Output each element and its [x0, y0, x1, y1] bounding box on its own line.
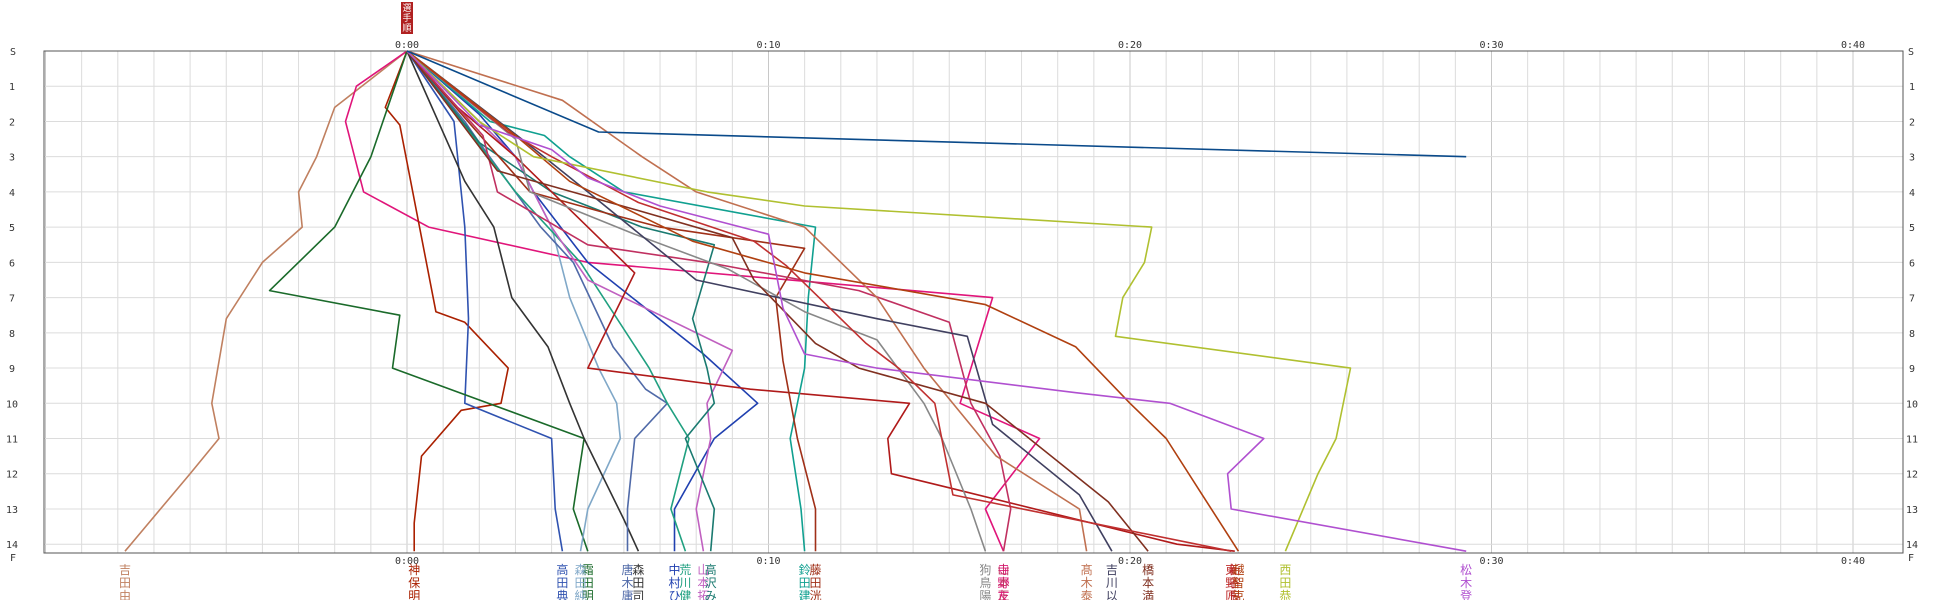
series-line	[384, 50, 510, 552]
y-tick-label-left: 7	[9, 294, 15, 305]
x-tick-label-bottom: 0:00	[395, 556, 419, 567]
x-tick-label-top: 0:40	[1841, 40, 1865, 51]
y-tick-label-right: 10	[1906, 399, 1918, 410]
series-line	[406, 50, 690, 552]
series-line	[268, 50, 589, 552]
y-tick-label-right: 4	[1909, 188, 1915, 199]
series-name-label: 狗鳥陽	[979, 563, 991, 600]
series-line	[406, 50, 1113, 552]
series-line	[406, 50, 817, 552]
series-line	[406, 50, 640, 552]
x-tick-label-top: 0:10	[756, 40, 780, 51]
y-tick-label-left: 13	[6, 505, 18, 516]
x-tick-label-bottom: 0:20	[1118, 556, 1142, 567]
y-tick-label-left: 6	[9, 258, 15, 269]
series-line	[406, 50, 759, 552]
x-axis-ticks: 0:00 0:00 0:10 0:10 0:20 0:20 0:30 0:30 0:40 0:40	[395, 40, 1865, 567]
start-marker-label: 選手順	[402, 3, 411, 34]
series-name-label: 松木登	[1460, 563, 1472, 600]
series-line	[406, 50, 1012, 552]
series-name-label: 鈴田建	[799, 562, 811, 600]
series-name-label: 神保明	[408, 563, 420, 600]
x-tick-label-top: 0:20	[1118, 40, 1142, 51]
y-tick-label-right: 13	[1906, 505, 1918, 516]
series-name-label: 森田司	[632, 562, 644, 600]
series-name-label: 東野匠	[1225, 563, 1237, 600]
series-name-label: 山本正	[997, 563, 1009, 600]
y-tick-label-right: 3	[1909, 153, 1915, 164]
y-tick-label-right: 9	[1909, 364, 1915, 375]
series-line	[406, 50, 734, 552]
series-name-label: 越智克	[1232, 563, 1244, 600]
series-line	[406, 50, 1149, 552]
y-tick-label-left: 5	[9, 223, 15, 234]
series-name-label: 高沢み	[705, 562, 717, 600]
y-tick-finish-right: F	[1908, 553, 1914, 564]
series-name-label: 新谷良	[1229, 562, 1241, 600]
series-name-label: 橋本満	[1142, 563, 1154, 600]
series-name-label: 寺野友	[997, 563, 1009, 600]
y-tick-label-left: 10	[6, 399, 18, 410]
series-line	[406, 50, 987, 552]
series-name-label: 吉田由	[119, 563, 131, 600]
start-marker-box	[401, 2, 413, 34]
y-tick-start-left: S	[10, 47, 16, 58]
y-tick-start-right: S	[1908, 47, 1914, 58]
series-line	[406, 50, 1235, 552]
series-lines	[124, 50, 1467, 552]
series-name-label: 中村ひ	[669, 562, 681, 600]
x-tick-label-bottom: 0:40	[1841, 556, 1865, 567]
series-line	[406, 50, 1352, 552]
series-line	[124, 50, 408, 552]
y-tick-label-left: 12	[6, 470, 18, 481]
y-tick-label-right: 8	[1909, 329, 1915, 340]
series-name-label: 高田典	[556, 562, 568, 600]
y-tick-finish-left: F	[10, 553, 16, 564]
y-tick-label-right: 12	[1906, 470, 1918, 481]
y-tick-label-right: 7	[1909, 294, 1915, 305]
series-name-label: 髙木泰	[1081, 562, 1093, 600]
series-name-label: 荒川健	[679, 563, 691, 600]
y-tick-label-right: 6	[1909, 258, 1915, 269]
x-tick-label-top: 0:00	[395, 40, 419, 51]
y-tick-label-left: 2	[9, 117, 15, 128]
series-line	[406, 50, 1467, 552]
series-name-label: 藤田洸	[809, 563, 821, 600]
y-tick-label-right: 1	[1909, 82, 1915, 93]
series-name-label: 森田純	[575, 562, 587, 600]
x-tick-label-bottom: 0:10	[756, 556, 780, 567]
series-line	[406, 50, 1467, 158]
y-tick-label-right: 11	[1906, 435, 1918, 446]
y-tick-label-right: 2	[1909, 117, 1915, 128]
series-line	[406, 50, 669, 552]
y-tick-label-left: 8	[9, 329, 15, 340]
y-tick-label-left: 4	[9, 188, 15, 199]
series-name-label: 吉川以	[1106, 563, 1118, 600]
series-name-label: 霜田明	[582, 563, 594, 600]
y-tick-label-left: 3	[9, 153, 15, 164]
y-tick-label-left: 11	[6, 435, 18, 446]
series-line	[406, 50, 1240, 552]
x-tick-label-top: 0:30	[1479, 40, 1503, 51]
x-tick-label-bottom: 0:30	[1479, 556, 1503, 567]
y-tick-label-left: 1	[9, 82, 15, 93]
chart-grid	[43, 50, 1904, 554]
plot-frame	[43, 50, 1904, 554]
series-line	[406, 50, 1232, 552]
y-tick-label-left: 14	[6, 540, 18, 551]
series-name-label: 唐木庸	[622, 562, 634, 600]
y-tick-label-right: 14	[1906, 540, 1918, 551]
y-tick-label-left: 9	[9, 364, 15, 375]
series-line	[406, 50, 564, 552]
start-marker: 選手順	[401, 2, 413, 34]
y-tick-label-right: 5	[1909, 223, 1915, 234]
series-line	[406, 50, 716, 552]
series-name-label: 山本拓	[697, 563, 709, 600]
series-line	[406, 50, 817, 552]
series-name-label: 西田恭	[1279, 563, 1291, 600]
series-line	[406, 50, 1088, 552]
